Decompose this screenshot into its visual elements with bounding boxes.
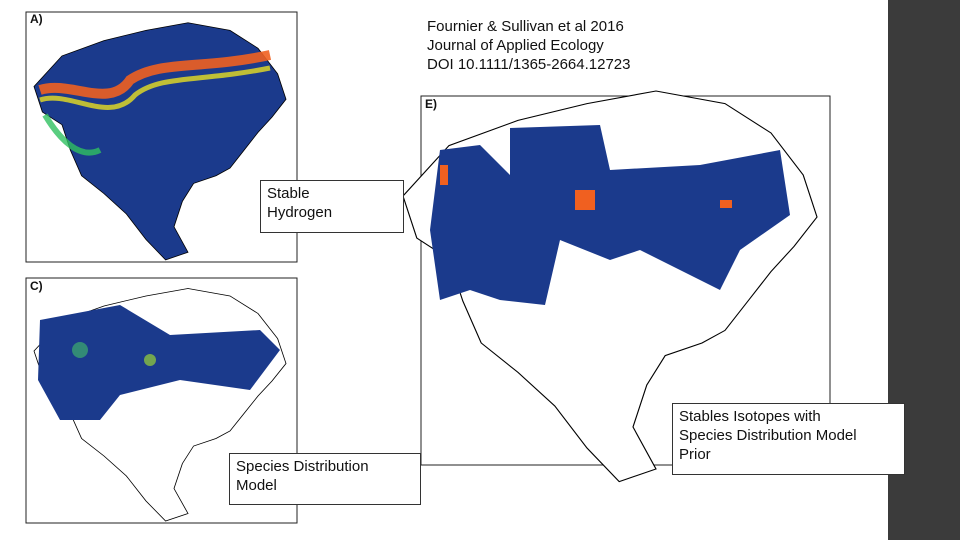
caption-line: Stable: [267, 185, 310, 202]
map-a: A): [25, 11, 298, 263]
citation-line: DOI 10.1111/1365-2664.12723: [427, 56, 631, 73]
map-e: E): [403, 91, 831, 482]
caption-line: Species Distribution: [236, 458, 369, 475]
maps: A) C) E): [25, 11, 831, 524]
caption-box: Stable Hydrogen: [260, 180, 404, 233]
citation-line: Journal of Applied Ecology: [427, 37, 604, 54]
caption-box: Species Distribution Model: [229, 453, 421, 505]
citation: Fournier & Sullivan et al 2016 Journal o…: [427, 17, 631, 74]
panel-label: C): [30, 279, 43, 293]
citation-line: Fournier & Sullivan et al 2016: [427, 18, 624, 35]
caption-line: Hydrogen: [267, 204, 333, 221]
caption-line: Prior: [679, 446, 711, 463]
caption-line: Model: [236, 477, 277, 494]
panel-label: A): [30, 12, 43, 26]
caption-line: Stables Isotopes with: [679, 408, 821, 425]
caption-line: Species Distribution Model: [679, 427, 857, 444]
panel-label: E): [425, 97, 437, 111]
caption-box: Stables Isotopes with Species Distributi…: [672, 403, 905, 475]
